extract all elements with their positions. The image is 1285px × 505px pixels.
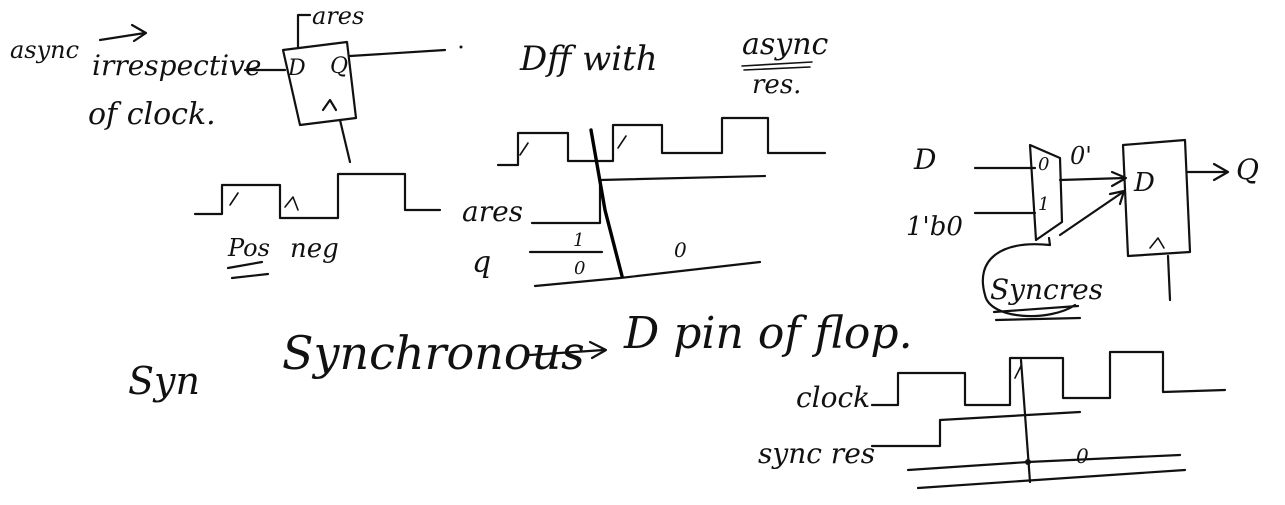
async-arrow: [98, 23, 148, 43]
synchronous-arrow: [528, 340, 608, 360]
neg-label: neg: [290, 234, 339, 264]
q-value-1: 1: [573, 230, 585, 251]
mux-ff-schematic: [973, 138, 1230, 322]
pos-neg-clock-wave: [193, 172, 442, 280]
ff-d-pin: D: [288, 56, 306, 81]
of-clock-label: of clock.: [88, 97, 216, 132]
ff-q-pin: Q: [330, 54, 349, 79]
q-wave-label: q: [472, 245, 492, 280]
sync-timing-diagram: [870, 350, 1227, 490]
title-underlines: [741, 61, 813, 71]
mux-out-label: 0': [1070, 142, 1092, 170]
mux-in0: 0: [1038, 154, 1050, 175]
mux-d-label: D: [914, 143, 937, 176]
async-timing-diagram: [496, 116, 827, 288]
d-pin-of-flop-label: D pin of flop.: [624, 308, 913, 359]
title-res: res.: [752, 70, 802, 100]
synchronous-label: Synchronous: [282, 326, 585, 380]
ff2-d-pin: D: [1134, 168, 1155, 198]
async-label: async: [10, 36, 80, 64]
ares-wave-label: ares: [462, 195, 524, 228]
mux-in1: 1: [1038, 194, 1050, 215]
pos-label: Pos: [228, 234, 270, 262]
top-flip-flop: [243, 13, 463, 164]
syncres-label: Syncres: [990, 273, 1104, 306]
q-value-0b: 0: [674, 238, 687, 262]
sync-res-label: sync res: [758, 437, 876, 470]
syn-label: Syn: [128, 359, 200, 403]
clock-label: clock: [796, 381, 871, 414]
title-async: async: [742, 27, 829, 62]
title-dff: Dff with: [520, 39, 658, 79]
q-value-0a: 0: [574, 258, 586, 279]
sync-value-0: 0: [1076, 444, 1089, 468]
ares-top-label: ares: [312, 2, 365, 30]
irrespective-label: irrespective: [92, 49, 262, 82]
mux-1b0-label: 1'b0: [906, 212, 963, 242]
ff2-q-output: Q: [1236, 153, 1259, 186]
